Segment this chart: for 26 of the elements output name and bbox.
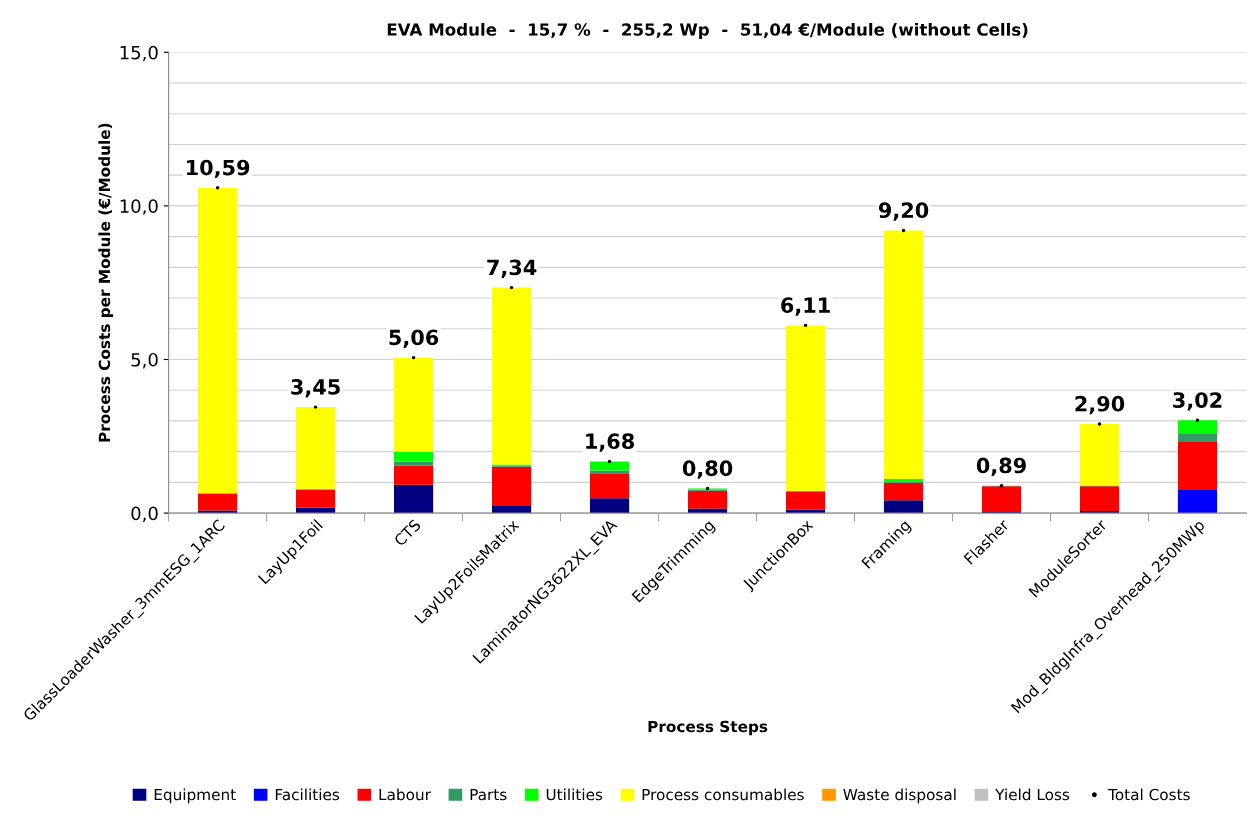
data-label: 9,20	[878, 202, 929, 221]
data-label: 0,80	[682, 460, 733, 479]
data-label: 6,11	[781, 297, 830, 316]
chart-title: EVA Module - 15,7 % - 255,2 Wp - 51,04 €/Module (without Cells)	[387, 22, 1028, 40]
data-label: 10,59	[187, 159, 250, 179]
data-label: 3,02	[1173, 392, 1222, 411]
y-tick-label: 5,0	[131, 352, 158, 369]
legend-label: Facilities	[275, 788, 340, 801]
x-axis-title: Process Steps	[648, 720, 768, 736]
legend-label: Equipment	[154, 788, 236, 804]
data-label: 1,68	[586, 433, 634, 452]
legend-label: Parts	[470, 788, 507, 801]
legend-label: Yield Loss	[995, 788, 1070, 801]
legend-label: Total Costs	[1108, 788, 1190, 801]
y-axis-title: Process Costs per Module (€/Module)	[98, 123, 114, 442]
legend-label: Process consumables	[642, 788, 804, 801]
data-label: 2,90	[1075, 395, 1125, 415]
data-label: 0,89	[976, 457, 1026, 477]
y-tick-label: 15,0	[120, 45, 158, 62]
data-label: 5,06	[389, 329, 439, 348]
data-label: 3,45	[291, 378, 340, 398]
data-label: 7,34	[487, 259, 537, 278]
legend-label: Labour	[379, 788, 431, 801]
legend-label: Utilities	[546, 788, 603, 801]
y-tick-label: 10,0	[120, 199, 158, 215]
legend-label: Waste disposal	[843, 788, 956, 804]
